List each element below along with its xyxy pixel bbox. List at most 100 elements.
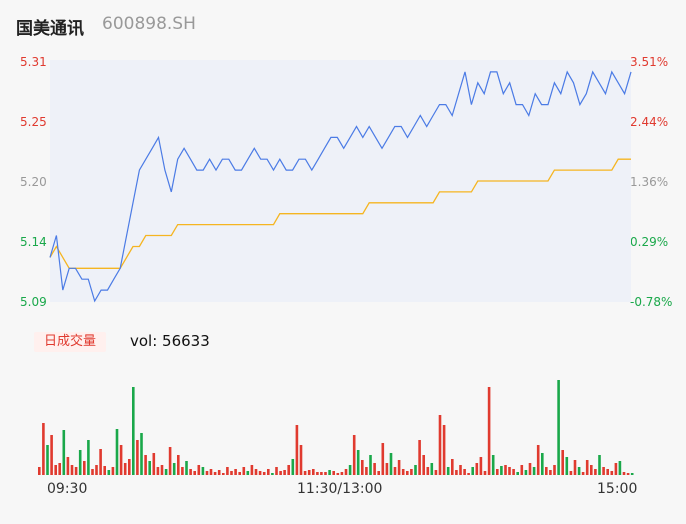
volume-bar <box>168 447 172 475</box>
volume-bar <box>111 467 115 475</box>
volume-bar <box>577 467 581 475</box>
volume-bar <box>303 471 307 475</box>
volume-bar <box>152 453 156 475</box>
volume-bar <box>528 463 532 475</box>
volume-bar <box>365 467 368 475</box>
volume-bar <box>369 455 372 475</box>
volume-bar <box>549 470 552 475</box>
volume-bar <box>332 471 335 475</box>
y-right-tick: 0.29% <box>630 235 669 249</box>
y-right-tick: 2.44% <box>630 115 669 129</box>
volume-bar <box>181 467 184 475</box>
time-tick-mid: 11:30/13:00 <box>297 481 383 497</box>
volume-bar <box>344 469 348 475</box>
volume-bar <box>500 466 503 475</box>
volume-bar <box>316 472 319 475</box>
volume-bar <box>283 470 286 475</box>
volume-bar <box>119 445 123 475</box>
y-left-tick: 5.20 <box>20 175 47 189</box>
volume-bar <box>356 450 360 475</box>
volume-bar <box>614 463 618 475</box>
volume-bar <box>630 473 634 475</box>
volume-bar <box>455 470 458 475</box>
volume-badge: 日成交量 <box>34 332 106 352</box>
volume-bar <box>62 430 66 475</box>
volume-bar <box>536 445 540 475</box>
volume-bar <box>618 461 622 475</box>
volume-bar <box>573 460 577 475</box>
volume-bar <box>320 472 323 475</box>
volume-bar <box>307 470 311 475</box>
y-right-tick: 1.36% <box>630 175 669 189</box>
volume-bar <box>553 465 556 475</box>
volume-bar <box>148 461 151 475</box>
volume-bar <box>295 425 299 475</box>
volume-bar <box>42 423 45 475</box>
time-tick-close: 15:00 <box>597 481 638 497</box>
volume-bar <box>610 471 614 475</box>
volume-bar <box>516 472 519 475</box>
volume-bar <box>287 465 290 475</box>
volume-bar <box>626 473 630 475</box>
volume-bar <box>508 467 511 475</box>
volume-bar <box>385 463 389 475</box>
volume-bar <box>487 387 491 475</box>
volume-bar <box>557 380 560 475</box>
volume-bar <box>324 472 327 475</box>
volume-bar <box>438 415 442 475</box>
volume-bar <box>193 471 196 475</box>
volume-bar <box>336 473 340 475</box>
volume-bar <box>361 460 364 475</box>
volume-bar <box>471 467 474 475</box>
volume-bar <box>594 469 597 475</box>
volume-bar <box>299 445 303 475</box>
volume-bar <box>222 473 225 475</box>
volume-bar <box>58 463 61 475</box>
volume-bar <box>418 440 421 475</box>
volume-bar <box>389 453 393 475</box>
volume-bar <box>397 460 401 475</box>
volume-bar <box>401 469 405 475</box>
volume-bar <box>446 467 450 475</box>
volume-bar <box>561 450 564 475</box>
volume-bar <box>291 459 295 475</box>
y-left-tick: 5.31 <box>20 55 47 69</box>
volume-bar <box>234 469 237 475</box>
volume-bar <box>352 435 356 475</box>
stock-code: 600898.SH <box>102 14 196 34</box>
volume-bar <box>504 465 507 475</box>
volume-bar <box>430 463 434 475</box>
volume-bar <box>205 471 209 475</box>
volume-bar <box>254 469 258 475</box>
volume-bar <box>598 455 601 475</box>
volume-bar <box>189 469 192 475</box>
volume-bar <box>451 459 454 475</box>
volume-bar <box>585 460 589 475</box>
volume-bars <box>38 380 634 475</box>
volume-bar <box>340 472 344 475</box>
y-left-tick: 5.25 <box>20 115 47 129</box>
volume-bar <box>95 465 98 475</box>
volume-bar <box>328 470 331 475</box>
volume-bar <box>381 443 385 475</box>
volume-bar <box>406 471 409 475</box>
volume-bar <box>177 455 180 475</box>
volume-bar <box>103 466 106 475</box>
volume-bar <box>442 425 446 475</box>
volume-bar <box>213 472 217 475</box>
volume-bar <box>238 472 241 475</box>
volume-bar <box>496 469 499 475</box>
volume-bar <box>569 471 573 475</box>
volume-bar <box>74 467 78 475</box>
volume-bar <box>197 465 201 475</box>
volume-bar <box>512 469 515 475</box>
volume-bar <box>475 463 479 475</box>
price-line <box>49 70 632 303</box>
volume-bar <box>144 455 147 475</box>
volume-bar <box>209 469 213 475</box>
volume-bar <box>541 453 544 475</box>
volume-bar <box>532 467 536 475</box>
volume-bar <box>410 469 413 475</box>
volume-bar <box>545 467 548 475</box>
